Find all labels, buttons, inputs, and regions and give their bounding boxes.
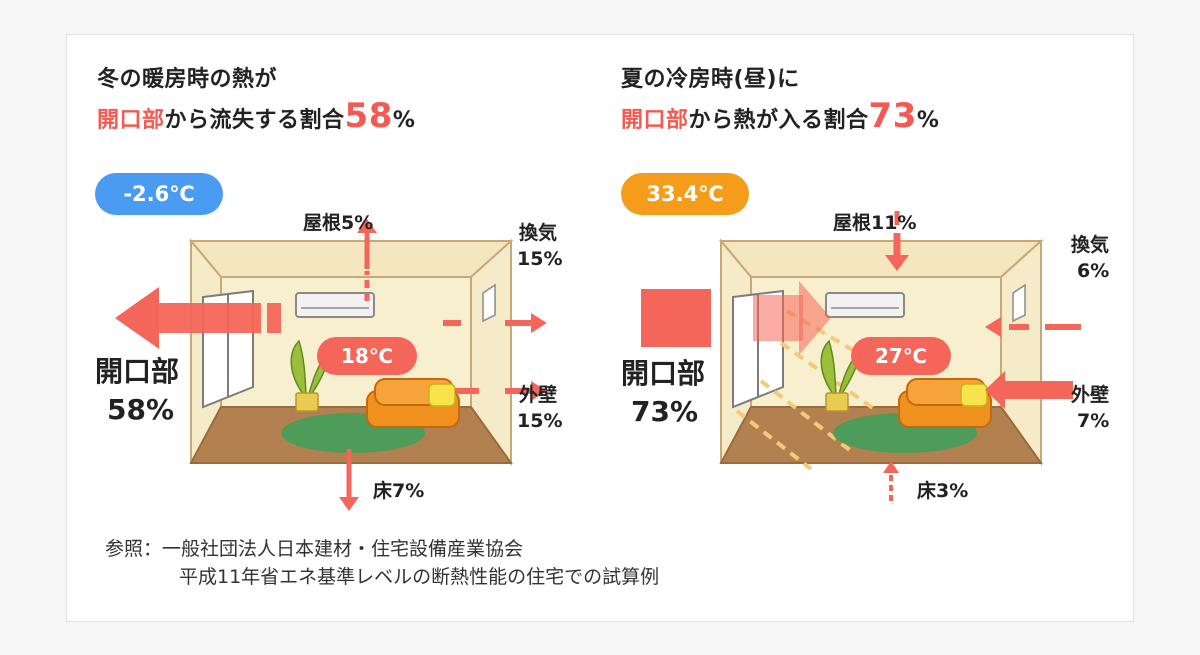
summer-wall-arrow	[985, 371, 1073, 409]
summer-ventilation-label: 換気	[1071, 234, 1110, 256]
winter-ventilation-arrow	[443, 313, 547, 333]
summer-floor-arrow	[883, 461, 899, 501]
summer-heading: 夏の冷房時(昼)に 開口部から熱が入る割合73%	[621, 63, 939, 140]
summer-cushion	[960, 383, 988, 407]
source-line1: 参照：一般社団法人日本建材・住宅設備産業協会	[105, 538, 524, 560]
winter-title-rest: から流失する割合	[164, 108, 345, 133]
summer-indoor-temp-badge	[851, 337, 951, 375]
summer-vent	[1012, 283, 1026, 323]
winter-outdoor-temp-badge: -2.6℃	[95, 173, 223, 215]
summer-plant	[820, 339, 837, 395]
winter-floor-arrow	[339, 449, 359, 511]
winter-wall-arrow	[455, 381, 547, 401]
winter-indoor-temp-badge	[317, 337, 417, 375]
summer-title-percent: 73	[868, 96, 917, 136]
winter-opening-pct: 58%	[107, 393, 175, 426]
summer-ventilation-arrow	[985, 317, 1081, 337]
winter-indoor-temp: 18℃	[341, 344, 393, 368]
summer-title-line2: 開口部から熱が入る割合73%	[621, 97, 939, 140]
summer-title-rest: から熱が入る割合	[688, 108, 869, 133]
winter-air-conditioner	[295, 292, 375, 318]
summer-plant-pot	[825, 392, 849, 412]
winter-opening-label: 開口部	[95, 355, 180, 388]
winter-wall-label: 外壁	[519, 384, 558, 406]
winter-title-highlight: 開口部	[97, 108, 165, 133]
winter-title-percent: 58	[344, 96, 393, 136]
summer-indoor-temp: 27℃	[875, 344, 927, 368]
summer-wall-label: 外壁	[1071, 384, 1110, 406]
summer-title-line1: 夏の冷房時(昼)に	[621, 67, 800, 92]
winter-plant-pot	[295, 392, 319, 412]
winter-title-percent-symbol: %	[392, 108, 416, 133]
summer-panel: 夏の冷房時(昼)に 開口部から熱が入る割合73% 33.4℃	[601, 35, 1135, 535]
winter-roof-label: 屋根5%	[303, 212, 374, 234]
source-note: 参照：一般社団法人日本建材・住宅設備産業協会 平成11年省エネ基準レベルの断熱性…	[105, 535, 659, 591]
infographic-card: 冬の暖房時の熱が 開口部から流失する割合58% -2.6℃	[66, 34, 1134, 622]
summer-air-conditioner	[825, 292, 905, 318]
summer-opening-pct: 73%	[631, 395, 699, 428]
winter-cushion	[428, 383, 456, 407]
summer-roof-arrow	[885, 211, 909, 271]
summer-title-percent-symbol: %	[916, 108, 940, 133]
winter-wall-pct: 15%	[517, 410, 563, 432]
winter-room-illustration: 18℃	[115, 219, 547, 511]
summer-roof-label: 屋根11%	[833, 212, 917, 234]
source-line2: 平成11年省エネ基準レベルの断熱性能の住宅での試算例	[179, 566, 660, 588]
winter-title-line2: 開口部から流失する割合58%	[97, 97, 415, 140]
summer-wall-pct: 7%	[1077, 410, 1110, 432]
winter-roof-arrow	[357, 219, 377, 301]
summer-floor-label: 床3%	[917, 480, 969, 502]
summer-opening-label: 開口部	[621, 357, 706, 390]
summer-outdoor-temp-badge: 33.4℃	[621, 173, 749, 215]
summer-room-illustration: 27℃	[641, 211, 1081, 501]
winter-opening-arrow	[115, 287, 281, 349]
winter-ventilation-pct: 15%	[517, 248, 563, 270]
winter-ventilation-label: 換気	[519, 222, 558, 244]
winter-heading: 冬の暖房時の熱が 開口部から流失する割合58%	[97, 63, 415, 140]
winter-vent	[482, 283, 496, 323]
winter-title-line1: 冬の暖房時の熱が	[97, 67, 278, 92]
summer-opening-arrow	[641, 281, 831, 355]
winter-ceiling	[188, 240, 514, 278]
summer-ceiling	[718, 240, 1044, 278]
summer-ventilation-pct: 6%	[1077, 260, 1110, 282]
winter-panel: 冬の暖房時の熱が 開口部から流失する割合58% -2.6℃	[67, 35, 601, 535]
winter-floor-label: 床7%	[373, 480, 425, 502]
winter-plant	[290, 339, 307, 395]
summer-title-highlight: 開口部	[621, 108, 689, 133]
